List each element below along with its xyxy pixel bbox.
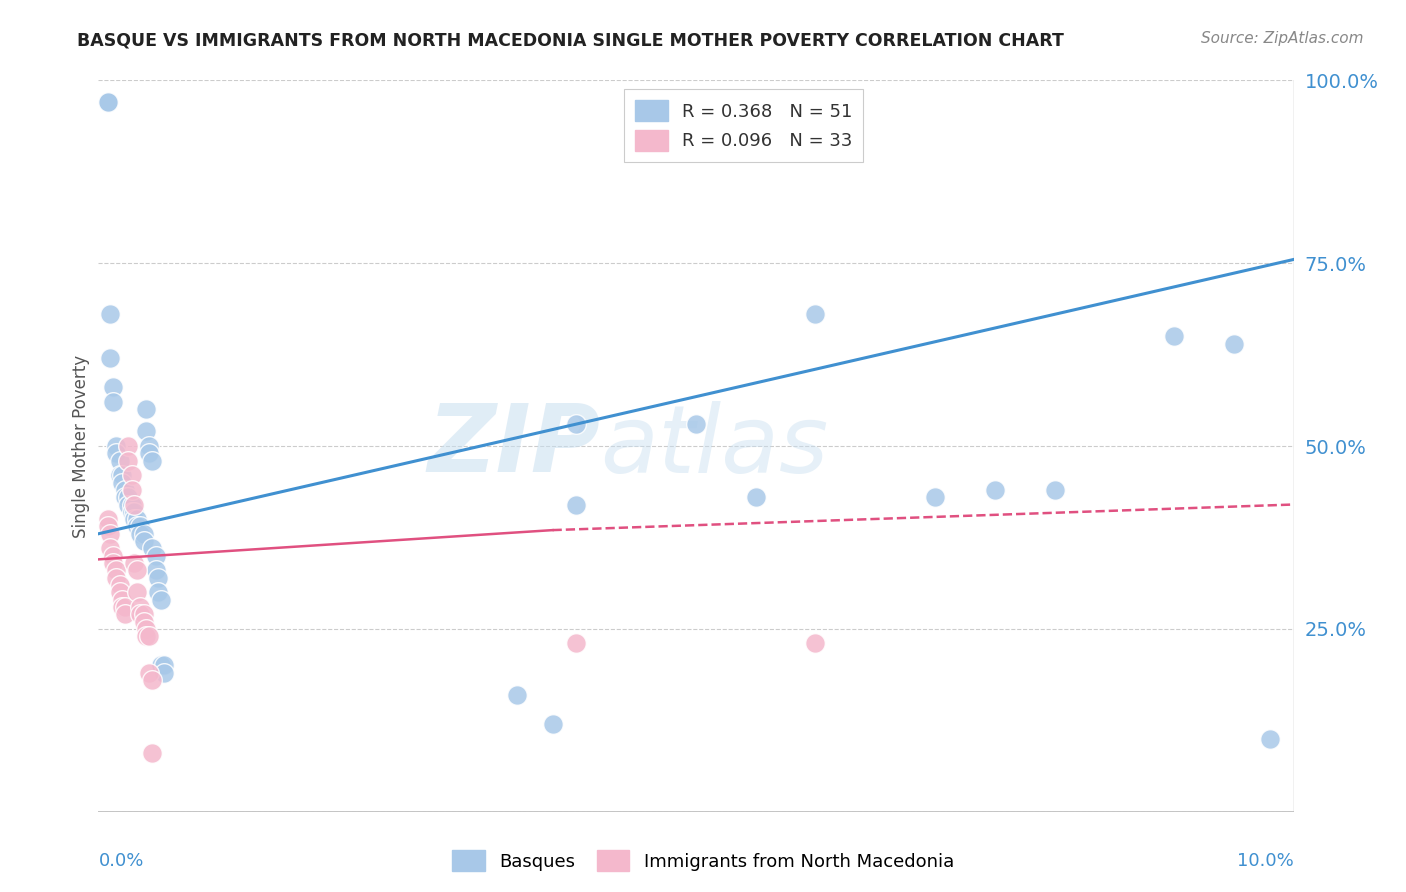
Point [541,717,564,731]
Point [149,592,172,607]
Point [114,483,136,497]
Point [111,468,134,483]
Point [145,563,167,577]
Point [125,563,148,577]
Point [984,483,1007,497]
Point [148,571,170,585]
Point [132,526,155,541]
Point [132,607,155,622]
Point [105,571,128,585]
Legend: Basques, Immigrants from North Macedonia: Basques, Immigrants from North Macedonia [444,843,962,879]
Point [135,402,157,417]
Point [97,95,120,110]
Point [565,636,588,650]
Point [101,549,124,563]
Point [114,490,136,504]
Point [141,453,163,467]
Point [97,512,120,526]
Point [125,519,148,533]
Text: atlas: atlas [600,401,828,491]
Point [114,599,136,614]
Y-axis label: Single Mother Poverty: Single Mother Poverty [72,354,90,538]
Point [135,629,157,643]
Text: ZIP: ZIP [427,400,600,492]
Point [111,475,134,490]
Point [138,439,160,453]
Point [101,380,124,394]
Point [129,526,152,541]
Point [121,505,143,519]
Point [149,658,172,673]
Point [117,453,139,467]
Point [101,395,124,409]
Text: 0.0%: 0.0% [98,852,143,870]
Point [135,622,157,636]
Point [121,468,143,483]
Point [141,541,163,556]
Point [804,636,827,650]
Point [745,490,768,504]
Point [125,585,148,599]
Point [97,519,120,533]
Point [135,425,157,439]
Text: Source: ZipAtlas.com: Source: ZipAtlas.com [1201,31,1364,46]
Point [153,658,176,673]
Point [117,490,139,504]
Legend: R = 0.368   N = 51, R = 0.096   N = 33: R = 0.368 N = 51, R = 0.096 N = 33 [624,89,863,161]
Point [121,498,143,512]
Text: 10.0%: 10.0% [1237,852,1294,870]
Point [138,446,160,460]
Point [1258,731,1281,746]
Point [141,673,163,687]
Point [153,665,176,680]
Point [105,439,128,453]
Text: BASQUE VS IMMIGRANTS FROM NORTH MACEDONIA SINGLE MOTHER POVERTY CORRELATION CHAR: BASQUE VS IMMIGRANTS FROM NORTH MACEDONI… [77,31,1064,49]
Point [114,607,136,622]
Point [124,556,146,570]
Point [121,483,143,497]
Point [1163,329,1185,343]
Point [117,498,139,512]
Point [124,512,146,526]
Point [138,665,160,680]
Point [1223,336,1246,351]
Point [108,585,131,599]
Point [141,746,163,760]
Point [111,592,134,607]
Point [132,615,155,629]
Point [108,468,131,483]
Point [804,307,827,321]
Point [105,563,128,577]
Point [1043,483,1066,497]
Point [132,534,155,549]
Point [565,498,588,512]
Point [97,95,120,110]
Point [145,549,167,563]
Point [98,541,122,556]
Point [148,585,170,599]
Point [117,439,139,453]
Point [101,556,124,570]
Point [108,453,131,467]
Point [98,526,122,541]
Point [98,351,122,366]
Point [565,417,588,431]
Point [129,607,152,622]
Point [138,629,160,643]
Point [924,490,946,504]
Point [124,498,146,512]
Point [129,599,152,614]
Point [105,446,128,460]
Point [506,688,529,702]
Point [124,505,146,519]
Point [98,307,122,321]
Point [108,578,131,592]
Point [111,599,134,614]
Point [685,417,707,431]
Point [125,512,148,526]
Point [129,519,152,533]
